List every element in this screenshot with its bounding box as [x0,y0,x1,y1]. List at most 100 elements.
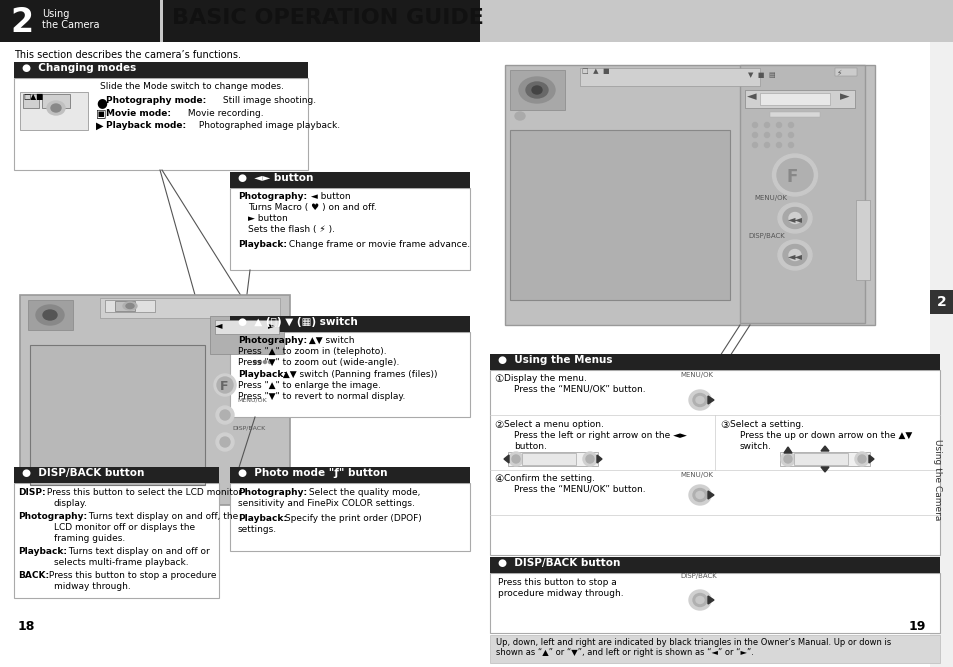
Text: Up, down, left and right are indicated by black triangles in the Owner’s Manual.: Up, down, left and right are indicated b… [496,638,890,658]
Text: button.: button. [514,442,546,451]
Ellipse shape [532,86,541,94]
Bar [490,557,939,573]
Bar [579,68,760,86]
Ellipse shape [752,133,757,137]
Ellipse shape [772,154,817,196]
Bar [42,94,70,108]
Bar [490,370,939,555]
Text: display.: display. [54,499,88,508]
Text: Press "▲" to zoom in (telephoto).: Press "▲" to zoom in (telephoto). [237,347,386,356]
Bar [834,68,856,76]
Bar [115,301,135,311]
Text: Select a setting.: Select a setting. [729,420,803,429]
Bar [28,300,73,330]
Text: Photography:: Photography: [237,336,307,345]
Ellipse shape [788,143,793,147]
Text: Press "▼" to zoom out (wide-angle).: Press "▼" to zoom out (wide-angle). [237,358,399,367]
Ellipse shape [696,396,703,404]
Text: ④: ④ [494,474,503,484]
Text: ●  DISP/BACK button: ● DISP/BACK button [497,558,619,568]
Polygon shape [707,491,713,499]
Text: procedure midway through.: procedure midway through. [497,589,623,598]
Ellipse shape [763,123,769,127]
Text: ►: ► [840,90,849,103]
Text: 18: 18 [18,620,35,633]
Polygon shape [821,446,828,451]
Bar [30,345,205,485]
Bar [780,452,869,466]
Polygon shape [868,455,873,463]
Ellipse shape [692,488,706,502]
Ellipse shape [525,82,547,98]
Bar [510,70,564,110]
Text: Photography:: Photography: [18,512,87,521]
Bar [793,453,847,465]
Bar [0,0,479,42]
Bar [105,300,154,312]
Bar [479,0,953,42]
Text: □▲■: □▲■ [23,92,43,101]
Ellipse shape [857,455,865,463]
Bar [479,42,953,667]
Text: ▶: ▶ [96,121,103,131]
Ellipse shape [582,452,597,466]
Ellipse shape [47,101,65,115]
Text: ◄◄: ◄◄ [787,214,802,224]
Ellipse shape [51,104,61,112]
Bar [507,452,598,466]
Text: Movie mode:: Movie mode: [106,109,171,118]
Ellipse shape [776,133,781,137]
Text: ●  Changing modes: ● Changing modes [22,63,136,73]
Ellipse shape [781,452,794,466]
Bar [929,42,953,667]
Text: Select a menu option.: Select a menu option. [503,420,603,429]
Text: ①: ① [494,374,503,384]
Text: Turns Macro ( ♥ ) on and off.: Turns Macro ( ♥ ) on and off. [248,203,376,212]
Bar [744,90,854,108]
Text: Movie recording.: Movie recording. [185,109,263,118]
Text: ►: ► [268,320,275,330]
Bar [740,65,864,323]
Text: DISP/BACK: DISP/BACK [747,233,784,239]
Bar [14,78,308,170]
Text: Confirm the setting.: Confirm the setting. [503,474,595,483]
Bar [490,50,939,345]
Text: 19: 19 [907,620,925,633]
Text: Using the Camera: Using the Camera [932,440,941,521]
Ellipse shape [123,302,137,310]
Ellipse shape [692,594,706,606]
Text: Sets the flash ( ⚡ ).: Sets the flash ( ⚡ ). [248,225,335,234]
Bar [230,332,470,417]
Text: DISP:: DISP: [18,488,46,497]
Text: Change frame or movie frame advance.: Change frame or movie frame advance. [286,240,470,249]
Text: Press this button to stop a: Press this button to stop a [497,578,616,587]
Text: BASIC OPERATION GUIDE: BASIC OPERATION GUIDE [172,8,483,28]
Bar [230,188,470,270]
Text: Slide the Mode switch to change modes.: Slide the Mode switch to change modes. [100,82,284,91]
Text: Photography:: Photography: [237,192,307,201]
Ellipse shape [43,310,57,320]
Ellipse shape [253,360,256,364]
Text: ◄: ◄ [214,320,222,330]
Text: Press this button to select the LCD monitor: Press this button to select the LCD moni… [44,488,242,497]
Bar [929,290,953,314]
Text: Playback:: Playback: [237,370,287,379]
Text: ●  ◄► button: ● ◄► button [237,173,313,183]
Text: Press "▼" to revert to normal display.: Press "▼" to revert to normal display. [237,392,405,401]
Text: F: F [220,380,229,393]
Bar [210,316,284,354]
Ellipse shape [763,143,769,147]
Ellipse shape [263,360,266,364]
Text: framing guides.: framing guides. [54,534,125,543]
Bar [230,467,470,483]
Text: Press this button to stop a procedure: Press this button to stop a procedure [46,571,216,580]
Bar [510,130,729,300]
Text: midway through.: midway through. [54,582,131,591]
Text: Photography:: Photography: [237,488,307,497]
Text: ●  DISP/BACK button: ● DISP/BACK button [22,468,144,478]
Text: ► button: ► button [248,214,288,223]
Text: Using: Using [42,9,70,19]
Ellipse shape [215,433,233,451]
Ellipse shape [776,159,812,191]
Text: ●  Using the Menus: ● Using the Menus [497,355,612,365]
